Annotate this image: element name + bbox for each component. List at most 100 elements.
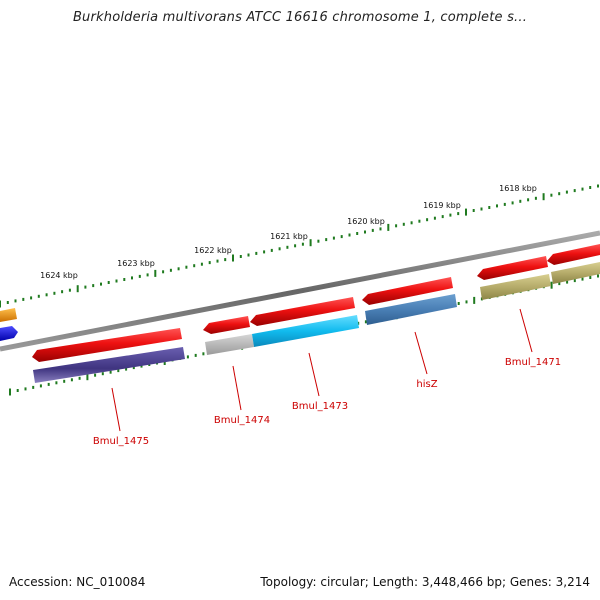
- outer-tick: [589, 186, 592, 189]
- outer-tick: [511, 201, 514, 205]
- map-title: Burkholderia multivorans ATCC 16616 chro…: [72, 10, 528, 25]
- kbp-label-1623: 1623 kbp: [117, 259, 155, 268]
- outer-tick: [154, 269, 157, 277]
- outer-tick: [232, 254, 234, 262]
- outer-tick-track: [0, 184, 599, 308]
- outer-tick: [364, 230, 366, 234]
- outer-tick: [294, 244, 297, 248]
- inner-tick: [24, 387, 27, 391]
- feature-next-forward: [547, 244, 600, 265]
- accession-info: Accession: NC_010084: [9, 575, 145, 589]
- outer-tick: [138, 274, 141, 278]
- inner-tick: [140, 364, 143, 368]
- kbp-label-1621: 1621 kbp: [270, 232, 308, 241]
- outer-tick: [356, 232, 359, 235]
- outer-tick: [472, 209, 475, 212]
- outer-tick: [193, 264, 196, 268]
- inner-tick: [194, 353, 197, 357]
- outer-tick: [14, 299, 17, 303]
- gene-leader-lines: [111, 308, 533, 432]
- outer-tick: [542, 193, 545, 201]
- inner-tick: [86, 373, 89, 381]
- outer-tick: [162, 270, 165, 274]
- outer-tick: [527, 198, 530, 202]
- kbp-label-1618: 1618 kbp: [499, 184, 537, 193]
- inner-tick: [132, 366, 135, 370]
- inner-tick: [550, 281, 553, 289]
- inner-tick: [186, 355, 189, 359]
- outer-tick: [418, 219, 421, 223]
- outer-tick: [123, 278, 126, 281]
- outer-tick: [317, 239, 320, 243]
- inner-tick: [55, 381, 58, 385]
- kbp-label-1624: 1624 kbp: [40, 271, 78, 280]
- inner-tick: [63, 379, 66, 383]
- outer-tick: [441, 215, 444, 219]
- gene-label-bmul-1475: Bmul_1475: [93, 436, 149, 447]
- feature-hisz: [362, 277, 453, 305]
- outer-tick: [449, 213, 452, 217]
- outer-tick: [465, 208, 467, 216]
- outer-tick: [325, 238, 328, 242]
- inner-tick: [101, 372, 104, 376]
- outer-tick: [84, 285, 87, 289]
- outer-tick: [519, 199, 522, 203]
- inner-tick: [47, 382, 50, 386]
- inner-tick: [94, 373, 97, 377]
- feature-khaki-next: [551, 262, 600, 284]
- outer-tick: [131, 276, 133, 280]
- outer-tick: [263, 250, 266, 254]
- topology-info: Topology: circular; Length: 3,448,466 bp…: [260, 575, 590, 589]
- feature-bmul-1471: [477, 256, 548, 280]
- outer-tick: [503, 202, 506, 206]
- kbp-label-1620: 1620 kbp: [347, 217, 385, 226]
- outer-tick: [340, 235, 343, 239]
- outer-tick: [426, 218, 429, 222]
- outer-tick: [402, 222, 405, 226]
- leader-bmul-1473: [308, 352, 320, 397]
- outer-tick: [208, 261, 211, 265]
- inner-tick: [125, 367, 128, 371]
- outer-tick: [558, 192, 561, 196]
- outer-tick: [53, 291, 56, 295]
- outer-tick: [348, 233, 351, 237]
- outer-tick: [37, 294, 40, 298]
- inner-tick: [117, 369, 120, 373]
- outer-tick: [177, 267, 180, 271]
- inner-tick: [364, 320, 367, 324]
- outer-tick: [480, 207, 483, 211]
- feature-khaki-bmul-1471: [480, 274, 551, 300]
- accession-label: Accession:: [9, 575, 73, 589]
- outer-tick: [286, 245, 289, 249]
- outer-tick: [395, 224, 398, 228]
- feature-gray-bmul-1474: [205, 334, 254, 355]
- outer-tick: [107, 281, 110, 284]
- inner-tick: [465, 300, 468, 304]
- inner-tick: [202, 352, 205, 356]
- accession-value: NC_010084: [76, 575, 146, 589]
- outer-tick: [224, 258, 227, 262]
- feature-bmul-1475: [32, 328, 182, 362]
- outer-tick: [100, 282, 102, 286]
- outer-tick: [247, 253, 250, 257]
- inner-tick: [70, 378, 73, 382]
- inner-tick: [78, 376, 81, 380]
- outer-tick: [488, 206, 491, 209]
- genome-backbone: [0, 230, 600, 352]
- outer-tick: [278, 247, 281, 251]
- outer-tick: [270, 248, 273, 252]
- inner-tick: [109, 370, 112, 374]
- inner-tick: [581, 277, 584, 281]
- outer-tick: [534, 196, 537, 200]
- outer-tick: [45, 293, 48, 297]
- gene-label-bmul-1471: Bmul_1471: [505, 357, 561, 368]
- outer-tick: [76, 285, 79, 293]
- gene-label-hisz: hisZ: [416, 379, 437, 390]
- outer-tick: [0, 300, 1, 308]
- gene-label-bmul-1473: Bmul_1473: [292, 401, 348, 412]
- outer-tick: [169, 268, 172, 272]
- kbp-label-1622: 1622 kbp: [194, 246, 232, 255]
- feature-blue-left: [0, 326, 18, 341]
- outer-tick: [216, 259, 219, 263]
